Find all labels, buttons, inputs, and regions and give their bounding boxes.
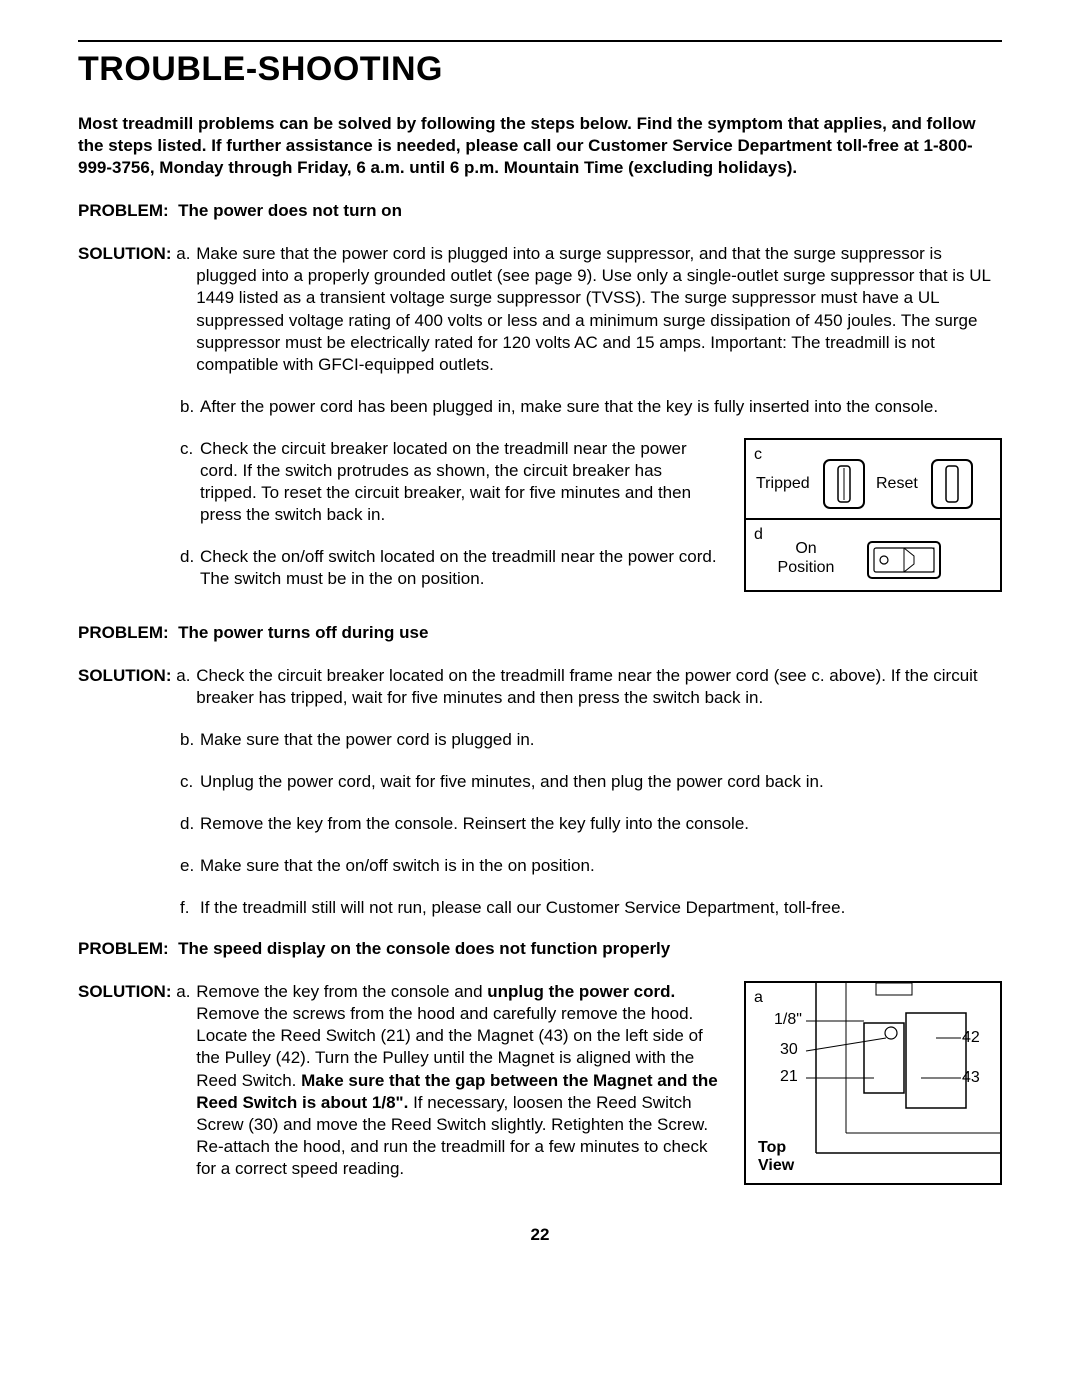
problem-text: The speed display on the console does no… (178, 939, 670, 958)
label-30: 30 (780, 1041, 798, 1059)
p2-solution-f: f. If the treadmill still will not run, … (78, 897, 1002, 919)
circuit-breaker-diagram: c Tripped Reset d On Position (744, 438, 1002, 592)
p2-solution-d: d. Remove the key from the console. Rein… (78, 813, 1002, 835)
p1-solution-b: b. After the power cord has been plugged… (78, 396, 1002, 418)
diagram-letter-c: c (754, 446, 762, 464)
page: TROUBLE-SHOOTING Most treadmill problems… (0, 0, 1080, 1285)
p1-solution-a: SOLUTION: a. Make sure that the power co… (78, 243, 1002, 376)
p1-cd-with-diagram: c. Check the circuit breaker located on … (78, 438, 1002, 611)
problem-3-heading: PROBLEM: The speed display on the consol… (78, 939, 1002, 959)
reset-label: Reset (876, 475, 920, 493)
label-21: 21 (780, 1068, 798, 1086)
problem-label: PROBLEM: (78, 623, 169, 642)
item-text: Make sure that the power cord is plugged… (196, 243, 1002, 376)
item-text: Check the circuit breaker located on the… (196, 665, 1002, 709)
item-letter: b. (180, 729, 200, 751)
p2-solution-c: c. Unplug the power cord, wait for five … (78, 771, 1002, 793)
item-letter: d. (180, 813, 200, 835)
item-text: Remove the key from the console and unpl… (196, 981, 720, 1180)
item-letter: c. (180, 438, 200, 526)
item-letter: e. (180, 855, 200, 877)
diagram-letter-d: d (754, 526, 763, 544)
item-text: Make sure that the power cord is plugged… (200, 729, 1002, 751)
item-text: After the power cord has been plugged in… (200, 396, 1002, 418)
solution-label: SOLUTION: (78, 243, 172, 376)
p1-solution-c: c. Check the circuit breaker located on … (78, 438, 720, 526)
label-43: 43 (962, 1069, 980, 1087)
intro-paragraph: Most treadmill problems can be solved by… (78, 113, 1002, 179)
p2-solution-a: SOLUTION: a. Check the circuit breaker l… (78, 665, 1002, 709)
p3-a-with-diagram: SOLUTION: a. Remove the key from the con… (78, 981, 1002, 1185)
item-letter: f. (180, 897, 200, 919)
on-position-label: On Position (756, 539, 856, 577)
item-letter: c. (180, 771, 200, 793)
item-text: Check the circuit breaker located on the… (200, 438, 720, 526)
solution-label: SOLUTION: (78, 981, 172, 1180)
diagram-row-d: d On Position (746, 518, 1000, 590)
item-letter: d. (180, 546, 200, 590)
problem-2-heading: PROBLEM: The power turns off during use (78, 623, 1002, 643)
item-text: Make sure that the on/off switch is in t… (200, 855, 1002, 877)
item-text: If the treadmill still will not run, ple… (200, 897, 1002, 919)
item-text: Check the on/off switch located on the t… (200, 546, 720, 590)
item-letter: a. (176, 243, 196, 376)
diagram-row-c: c Tripped Reset (746, 440, 1000, 518)
gap-label: 1/8" (774, 1011, 802, 1029)
p3-a-text: SOLUTION: a. Remove the key from the con… (78, 981, 720, 1180)
item-text: Remove the key from the console. Reinser… (200, 813, 1002, 835)
reed-switch-diagram: a 1/8" 30 21 42 43 Top View (744, 981, 1002, 1185)
item-letter: b. (180, 396, 200, 418)
label-42: 42 (962, 1029, 980, 1047)
item-letter: a. (176, 981, 196, 1180)
top-label: Top (758, 1139, 786, 1157)
problem-1-heading: PROBLEM: The power does not turn on (78, 201, 1002, 221)
p3-solution-a: SOLUTION: a. Remove the key from the con… (78, 981, 720, 1180)
p2-solution-e: e. Make sure that the on/off switch is i… (78, 855, 1002, 877)
p1-solution-d: d. Check the on/off switch located on th… (78, 546, 720, 590)
problem-text: The power turns off during use (178, 623, 428, 642)
p1-cd-text: c. Check the circuit breaker located on … (78, 438, 720, 611)
tripped-switch-icon (822, 458, 866, 510)
item-text: Unplug the power cord, wait for five min… (200, 771, 1002, 793)
tripped-label: Tripped (756, 475, 812, 493)
problem-label: PROBLEM: (78, 201, 169, 220)
page-title: TROUBLE-SHOOTING (78, 50, 1002, 89)
p2-solution-b: b. Make sure that the power cord is plug… (78, 729, 1002, 751)
problem-label: PROBLEM: (78, 939, 169, 958)
solution-label: SOLUTION: (78, 665, 172, 709)
diagram2-letter-a: a (754, 989, 763, 1007)
view-label: View (758, 1157, 794, 1175)
problem-text: The power does not turn on (178, 201, 402, 220)
on-switch-icon (866, 534, 942, 582)
item-letter: a. (176, 665, 196, 709)
top-rule (78, 40, 1002, 42)
page-number: 22 (78, 1225, 1002, 1245)
reset-switch-icon (930, 458, 974, 510)
